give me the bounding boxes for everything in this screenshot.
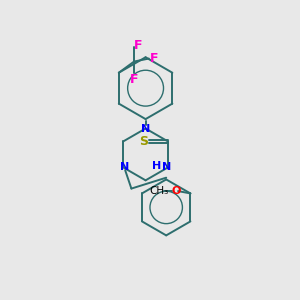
Text: F: F [130,73,138,86]
Text: F: F [150,52,158,65]
Text: N: N [120,162,129,172]
Text: F: F [134,39,142,52]
Text: H: H [152,161,161,171]
Text: O: O [171,186,180,196]
Text: N: N [141,124,150,134]
Text: S: S [139,135,148,148]
Text: N: N [162,162,171,172]
Text: CH₃: CH₃ [149,186,168,196]
